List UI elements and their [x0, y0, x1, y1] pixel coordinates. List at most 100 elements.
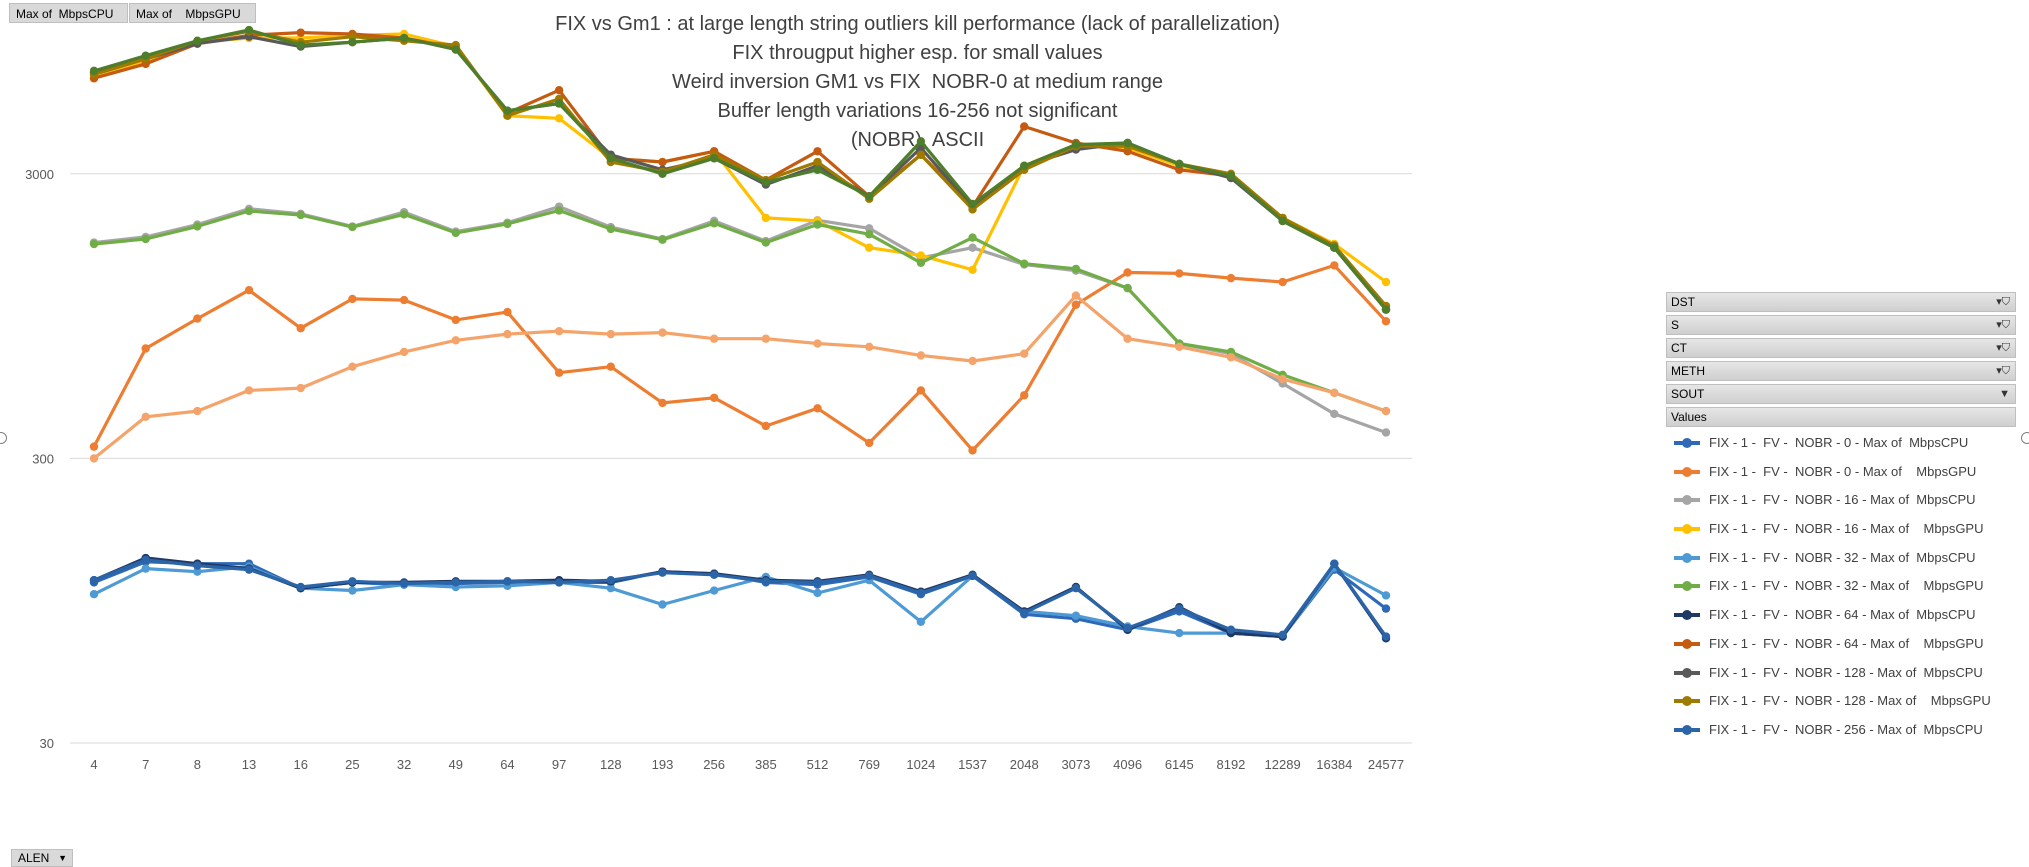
x-tick-label: 1537 — [958, 757, 987, 772]
legend-item: FIX - 1 - FV - NOBR - 64 - Max of MbpsGP… — [1666, 631, 2016, 660]
resize-handle-right[interactable] — [2021, 432, 2029, 444]
data-point — [451, 336, 460, 345]
data-point — [968, 243, 977, 252]
data-point — [1123, 623, 1132, 633]
data-point — [1020, 259, 1029, 268]
legend-item: FIX - 1 - FV - NOBR - 16 - Max of MbpsGP… — [1666, 516, 2016, 545]
data-point — [968, 265, 977, 274]
data-point — [1175, 342, 1184, 352]
series-line — [92, 556, 1388, 640]
data-point — [399, 295, 409, 305]
filter-dst[interactable]: DST ▾⛉ — [1666, 292, 2016, 312]
max-mbps-cpu-field-button[interactable]: Max of MbpsCPU — [9, 3, 128, 23]
data-point — [865, 243, 874, 252]
legend-label: FIX - 1 - FV - NOBR - 128 - Max of MbpsG… — [1709, 693, 1991, 709]
legend-label: FIX - 1 - FV - NOBR - 16 - Max of MbpsGP… — [1709, 521, 1984, 537]
data-point — [761, 213, 771, 223]
data-point — [813, 147, 822, 156]
max-mbps-gpu-field-button[interactable]: Max of MbpsGPU — [129, 3, 256, 23]
chart-title: FIX vs Gm1 : at large length string outl… — [400, 10, 1435, 155]
series-line — [92, 28, 1388, 312]
x-tick-label: 193 — [652, 757, 674, 772]
title-line: Weird inversion GM1 vs FIX NOBR-0 at med… — [672, 71, 1163, 93]
data-point — [348, 586, 357, 595]
data-point — [606, 575, 615, 585]
x-tick-label: 7 — [142, 757, 149, 772]
data-point — [554, 578, 564, 587]
data-point — [141, 564, 150, 573]
data-point — [503, 219, 512, 229]
legend-item: FIX - 1 - FV - NOBR - 16 - Max of MbpsCP… — [1666, 487, 2016, 516]
data-point — [399, 210, 409, 219]
dropdown-arrow-icon[interactable]: ▼ — [1999, 388, 2010, 400]
values-label: Values — [1671, 410, 1707, 424]
data-point — [503, 577, 512, 586]
filter-icon[interactable]: ▾⛉ — [1996, 296, 2010, 308]
x-tick-label: 8 — [194, 757, 201, 772]
title-line: (NOBR), ASCII — [850, 129, 985, 151]
data-point — [1381, 277, 1391, 287]
data-point — [916, 137, 926, 146]
data-point — [141, 344, 150, 353]
legend-item: FIX - 1 - FV - NOBR - 256 - Max of MbpsC… — [1666, 717, 2016, 746]
title-line: Buffer length variations 16-256 not sign… — [717, 100, 1118, 122]
filter-icon[interactable]: ▾⛉ — [1996, 342, 2010, 354]
data-point — [606, 224, 615, 234]
data-point — [1175, 269, 1184, 278]
data-point — [813, 588, 822, 598]
filter-meth[interactable]: METH ▾⛉ — [1666, 361, 2016, 381]
data-point — [968, 446, 977, 455]
data-point — [348, 294, 357, 304]
filter-label: METH — [1671, 364, 1705, 378]
data-point — [141, 51, 150, 60]
x-tick-label: 32 — [397, 757, 411, 772]
filter-icon[interactable]: ▾⛉ — [1996, 365, 2010, 377]
data-point — [451, 578, 460, 587]
x-tick-label: 8192 — [1216, 757, 1245, 772]
x-tick-label: 4096 — [1113, 757, 1142, 772]
data-point — [503, 329, 512, 339]
data-point — [865, 230, 874, 239]
data-point — [348, 222, 357, 232]
data-point — [1330, 261, 1339, 270]
legend-marker — [1682, 581, 1692, 592]
data-point — [1071, 291, 1081, 300]
pivot-field-panel: DST ▾⛉ S ▾⛉ CT ▾⛉ METH ▾⛉ SOUT ▼ Values FIX -… — [1666, 292, 2016, 746]
filter-label: S — [1671, 318, 1680, 332]
x-tick-label: 256 — [703, 757, 725, 772]
filter-ct[interactable]: CT ▾⛉ — [1666, 338, 2016, 358]
data-point — [89, 454, 99, 463]
data-point — [658, 235, 667, 244]
x-tick-label: 24577 — [1368, 757, 1404, 772]
data-point — [813, 339, 822, 348]
data-point — [89, 239, 99, 249]
data-point — [658, 157, 667, 167]
data-point — [709, 393, 719, 402]
data-point — [89, 442, 99, 451]
data-point — [1381, 591, 1391, 600]
filter-icon[interactable]: ▾⛉ — [1996, 319, 2010, 331]
legend-item: FIX - 1 - FV - NOBR - 128 - Max of MbpsC… — [1666, 660, 2016, 689]
legend-label: FIX - 1 - FV - NOBR - 16 - Max of MbpsCP… — [1709, 492, 1976, 508]
filter-sout[interactable]: SOUT ▼ — [1666, 384, 2016, 404]
data-point — [761, 421, 771, 431]
data-point — [193, 222, 202, 231]
x-tick-label: 3073 — [1061, 757, 1090, 772]
filter-s[interactable]: S ▾⛉ — [1666, 315, 2016, 335]
data-point — [1123, 138, 1132, 148]
data-point — [968, 199, 977, 209]
data-point — [709, 219, 719, 228]
alen-field-button[interactable]: ALEN ▼ — [11, 849, 73, 867]
x-tick-label: 6145 — [1165, 757, 1194, 772]
data-point — [244, 285, 254, 295]
data-point — [296, 383, 305, 393]
data-point — [554, 99, 564, 108]
data-point — [244, 25, 254, 35]
data-point — [1123, 283, 1132, 293]
data-point — [761, 577, 771, 586]
data-point — [244, 206, 254, 216]
values-header: Values — [1666, 407, 2016, 427]
data-point — [813, 157, 822, 167]
data-point — [399, 347, 409, 357]
